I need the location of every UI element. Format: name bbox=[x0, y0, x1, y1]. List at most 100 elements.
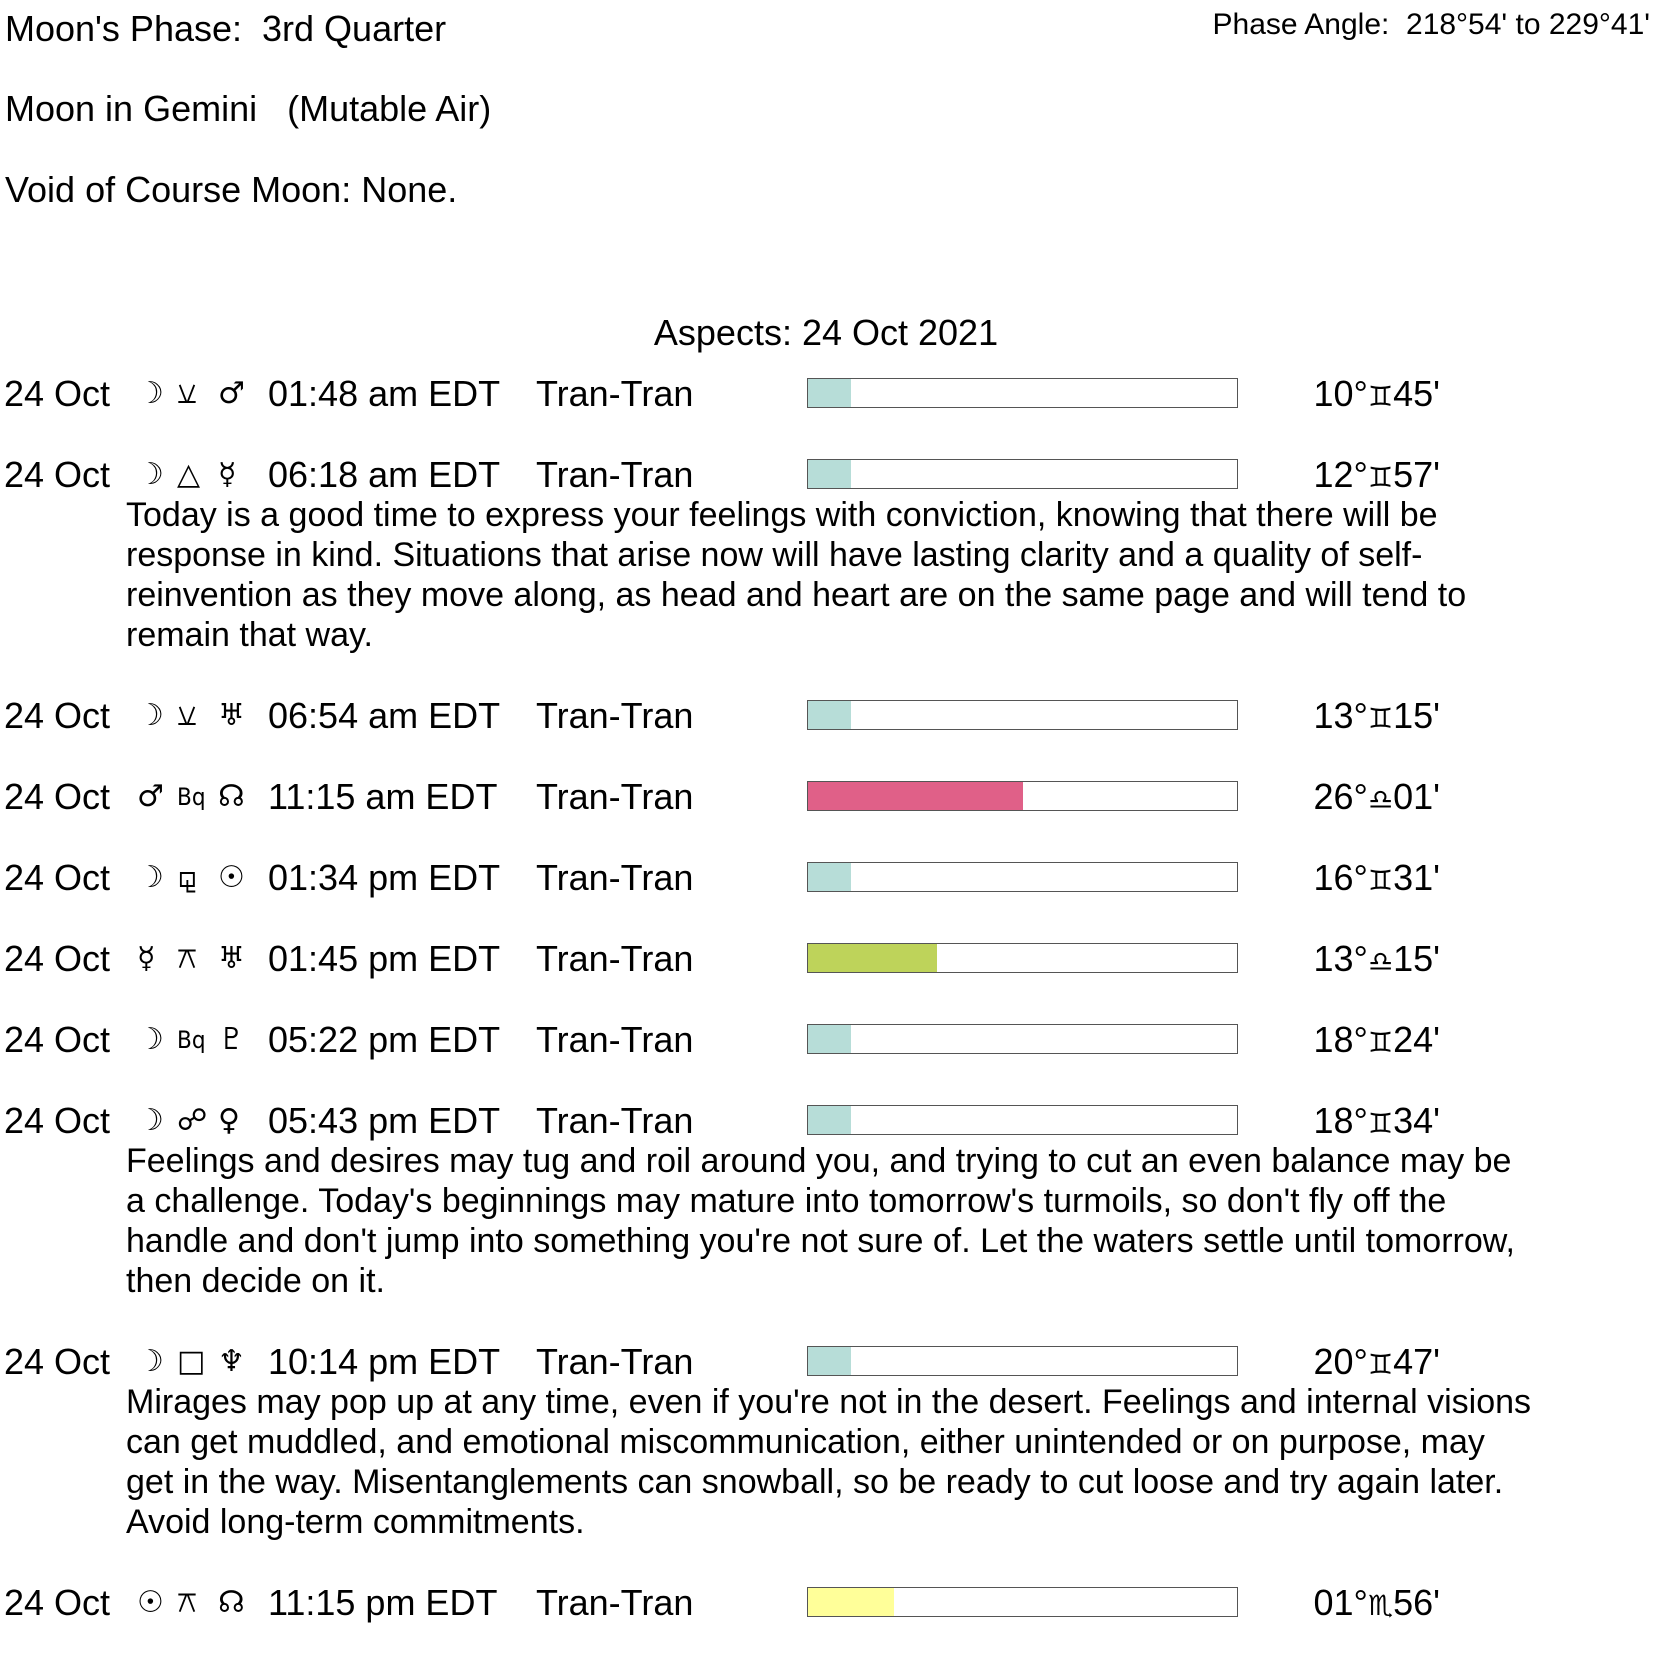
aspect-entry: 24 Oct ☽ □ ♆ 10:14 pm EDT Tran-Tran 20°♊47' Mir… bbox=[0, 1342, 1664, 1542]
sun-icon: ☉ bbox=[218, 860, 245, 895]
strength-bar bbox=[807, 700, 1238, 730]
zodiac-sign-icon: ♊ bbox=[1367, 702, 1394, 735]
quincunx-icon: ⚻ bbox=[177, 1585, 197, 1620]
strength-bar bbox=[807, 781, 1238, 811]
aspect-position: 18°♊24' bbox=[1300, 1020, 1440, 1063]
aspect-row: 24 Oct ♂ Bq ☊ 11:15 am EDT Tran-Tran 26°♎01' bbox=[0, 777, 1664, 817]
north-node-icon: ☊ bbox=[218, 1585, 245, 1620]
position-degrees: 10° bbox=[1313, 373, 1368, 414]
strength-bar-fill bbox=[808, 701, 851, 729]
moon-icon: ☽ bbox=[137, 1344, 164, 1379]
moon-icon: ☽ bbox=[137, 376, 164, 411]
aspect-row: 24 Oct ☿ ⚻ ♅ 01:45 pm EDT Tran-Tran 13°♎15' bbox=[0, 939, 1664, 979]
aspect-row: 24 Oct ☽ ⚼ ☉ 01:34 pm EDT Tran-Tran 16°♊31' bbox=[0, 858, 1664, 898]
aspect-entry: 24 Oct ☽ ⚺ ♂ 01:48 am EDT Tran-Tran 10°♊45' bbox=[0, 374, 1664, 414]
aspect-entry: 24 Oct ☽ △ ☿ 06:18 am EDT Tran-Tran 12°♊57' Tod… bbox=[0, 455, 1664, 655]
strength-bar bbox=[807, 1105, 1238, 1135]
aspect-type: Tran-Tran bbox=[536, 857, 694, 898]
strength-bar bbox=[807, 1587, 1238, 1617]
aspect-position: 01°♏56' bbox=[1300, 1583, 1440, 1626]
aspect-description: Mirages may pop up at any time, even if … bbox=[0, 1382, 1664, 1542]
aspect-row: 24 Oct ☽ △ ☿ 06:18 am EDT Tran-Tran 12°♊57' bbox=[0, 455, 1664, 495]
aspect-type: Tran-Tran bbox=[536, 373, 694, 414]
zodiac-sign-icon: ♎ bbox=[1367, 945, 1394, 978]
position-minutes: 24' bbox=[1393, 1019, 1440, 1060]
aspect-time: 11:15 am EDT bbox=[268, 776, 498, 817]
zodiac-sign-icon: ♊ bbox=[1367, 864, 1394, 897]
description-line: Today is a good time to express your fee… bbox=[126, 496, 1438, 534]
uranus-icon: ♅ bbox=[218, 941, 245, 976]
description-line: Mirages may pop up at any time, even if … bbox=[126, 1383, 1532, 1421]
aspect-row: 24 Oct ☉ ⚻ ☊ 11:15 pm EDT Tran-Tran 01°♏56' bbox=[0, 1583, 1664, 1623]
aspect-row: 24 Oct ☽ Bq ♇ 05:22 pm EDT Tran-Tran 18°♊24' bbox=[0, 1020, 1664, 1060]
position-degrees: 13° bbox=[1313, 938, 1368, 979]
semisquare-icon: ⚺ bbox=[177, 376, 197, 411]
description-line: can get muddled, and emotional miscommun… bbox=[126, 1423, 1485, 1461]
aspect-position: 12°♊57' bbox=[1300, 455, 1440, 498]
zodiac-sign-icon: ♊ bbox=[1367, 1348, 1394, 1381]
position-degrees: 13° bbox=[1313, 695, 1368, 736]
aspect-time: 06:18 am EDT bbox=[268, 454, 501, 495]
aspect-time: 01:48 am EDT bbox=[268, 373, 501, 414]
zodiac-sign-icon: ♎ bbox=[1367, 783, 1394, 816]
aspect-description: Feelings and desires may tug and roil ar… bbox=[0, 1141, 1664, 1301]
neptune-icon: ♆ bbox=[218, 1344, 245, 1379]
aspect-time: 01:45 pm EDT bbox=[268, 938, 501, 979]
position-minutes: 47' bbox=[1393, 1341, 1440, 1382]
sun-icon: ☉ bbox=[137, 1585, 164, 1620]
aspect-type: Tran-Tran bbox=[536, 1100, 694, 1141]
moon-sign: Moon in Gemini (Mutable Air) bbox=[5, 88, 492, 129]
strength-bar-fill bbox=[808, 1588, 894, 1616]
square-icon: □ bbox=[177, 1344, 206, 1379]
aspect-row: 24 Oct ☽ □ ♆ 10:14 pm EDT Tran-Tran 20°♊47' bbox=[0, 1342, 1664, 1382]
description-line: get in the way. Misentanglements can sno… bbox=[126, 1463, 1504, 1501]
sesquiquadrate-icon: ⚼ bbox=[177, 860, 198, 895]
strength-bar-fill bbox=[808, 782, 1023, 810]
aspect-date: 24 Oct bbox=[4, 1582, 111, 1623]
mercury-icon: ☿ bbox=[137, 941, 156, 976]
aspect-position: 18°♊34' bbox=[1300, 1101, 1440, 1144]
biquintile-icon: Bq bbox=[177, 783, 206, 811]
aspect-type: Tran-Tran bbox=[536, 695, 694, 736]
position-degrees: 18° bbox=[1313, 1019, 1368, 1060]
position-degrees: 12° bbox=[1313, 454, 1368, 495]
strength-bar-fill bbox=[808, 1106, 851, 1134]
position-degrees: 01° bbox=[1313, 1582, 1368, 1623]
position-minutes: 01' bbox=[1393, 776, 1440, 817]
aspect-date: 24 Oct bbox=[4, 695, 111, 736]
aspect-position: 26°♎01' bbox=[1300, 777, 1440, 820]
aspect-date: 24 Oct bbox=[4, 1100, 111, 1141]
strength-bar-fill bbox=[808, 379, 851, 407]
venus-icon: ♀ bbox=[218, 1103, 240, 1138]
aspect-date: 24 Oct bbox=[4, 938, 111, 979]
moon-icon: ☽ bbox=[137, 698, 164, 733]
position-degrees: 20° bbox=[1313, 1341, 1368, 1382]
aspect-date: 24 Oct bbox=[4, 373, 111, 414]
position-degrees: 26° bbox=[1313, 776, 1368, 817]
aspect-date: 24 Oct bbox=[4, 1341, 111, 1382]
position-minutes: 15' bbox=[1393, 695, 1440, 736]
description-line: handle and don't jump into something you… bbox=[126, 1222, 1515, 1260]
trine-icon: △ bbox=[177, 457, 201, 492]
opposition-icon: ☍ bbox=[177, 1103, 208, 1138]
phase-angle: Phase Angle: 218°54' to 229°41' bbox=[1212, 8, 1650, 41]
moon-icon: ☽ bbox=[137, 860, 164, 895]
mercury-icon: ☿ bbox=[218, 457, 237, 492]
position-minutes: 31' bbox=[1393, 857, 1440, 898]
description-line: Feelings and desires may tug and roil ar… bbox=[126, 1142, 1512, 1180]
pluto-icon: ♇ bbox=[218, 1022, 245, 1057]
moon-icon: ☽ bbox=[137, 1103, 164, 1138]
strength-bar bbox=[807, 1346, 1238, 1376]
aspect-time: 11:15 pm EDT bbox=[268, 1582, 498, 1623]
description-line: then decide on it. bbox=[126, 1262, 385, 1300]
position-minutes: 45' bbox=[1393, 373, 1440, 414]
aspect-type: Tran-Tran bbox=[536, 938, 694, 979]
aspect-time: 05:43 pm EDT bbox=[268, 1100, 501, 1141]
zodiac-sign-icon: ♏ bbox=[1367, 1589, 1394, 1622]
aspect-position: 16°♊31' bbox=[1300, 858, 1440, 901]
aspect-type: Tran-Tran bbox=[536, 1582, 694, 1623]
strength-bar-fill bbox=[808, 863, 851, 891]
aspect-description: Today is a good time to express your fee… bbox=[0, 495, 1664, 655]
strength-bar-fill bbox=[808, 944, 937, 972]
aspect-list: 24 Oct ☽ ⚺ ♂ 01:48 am EDT Tran-Tran 10°♊45' 24 … bbox=[0, 374, 1664, 1664]
